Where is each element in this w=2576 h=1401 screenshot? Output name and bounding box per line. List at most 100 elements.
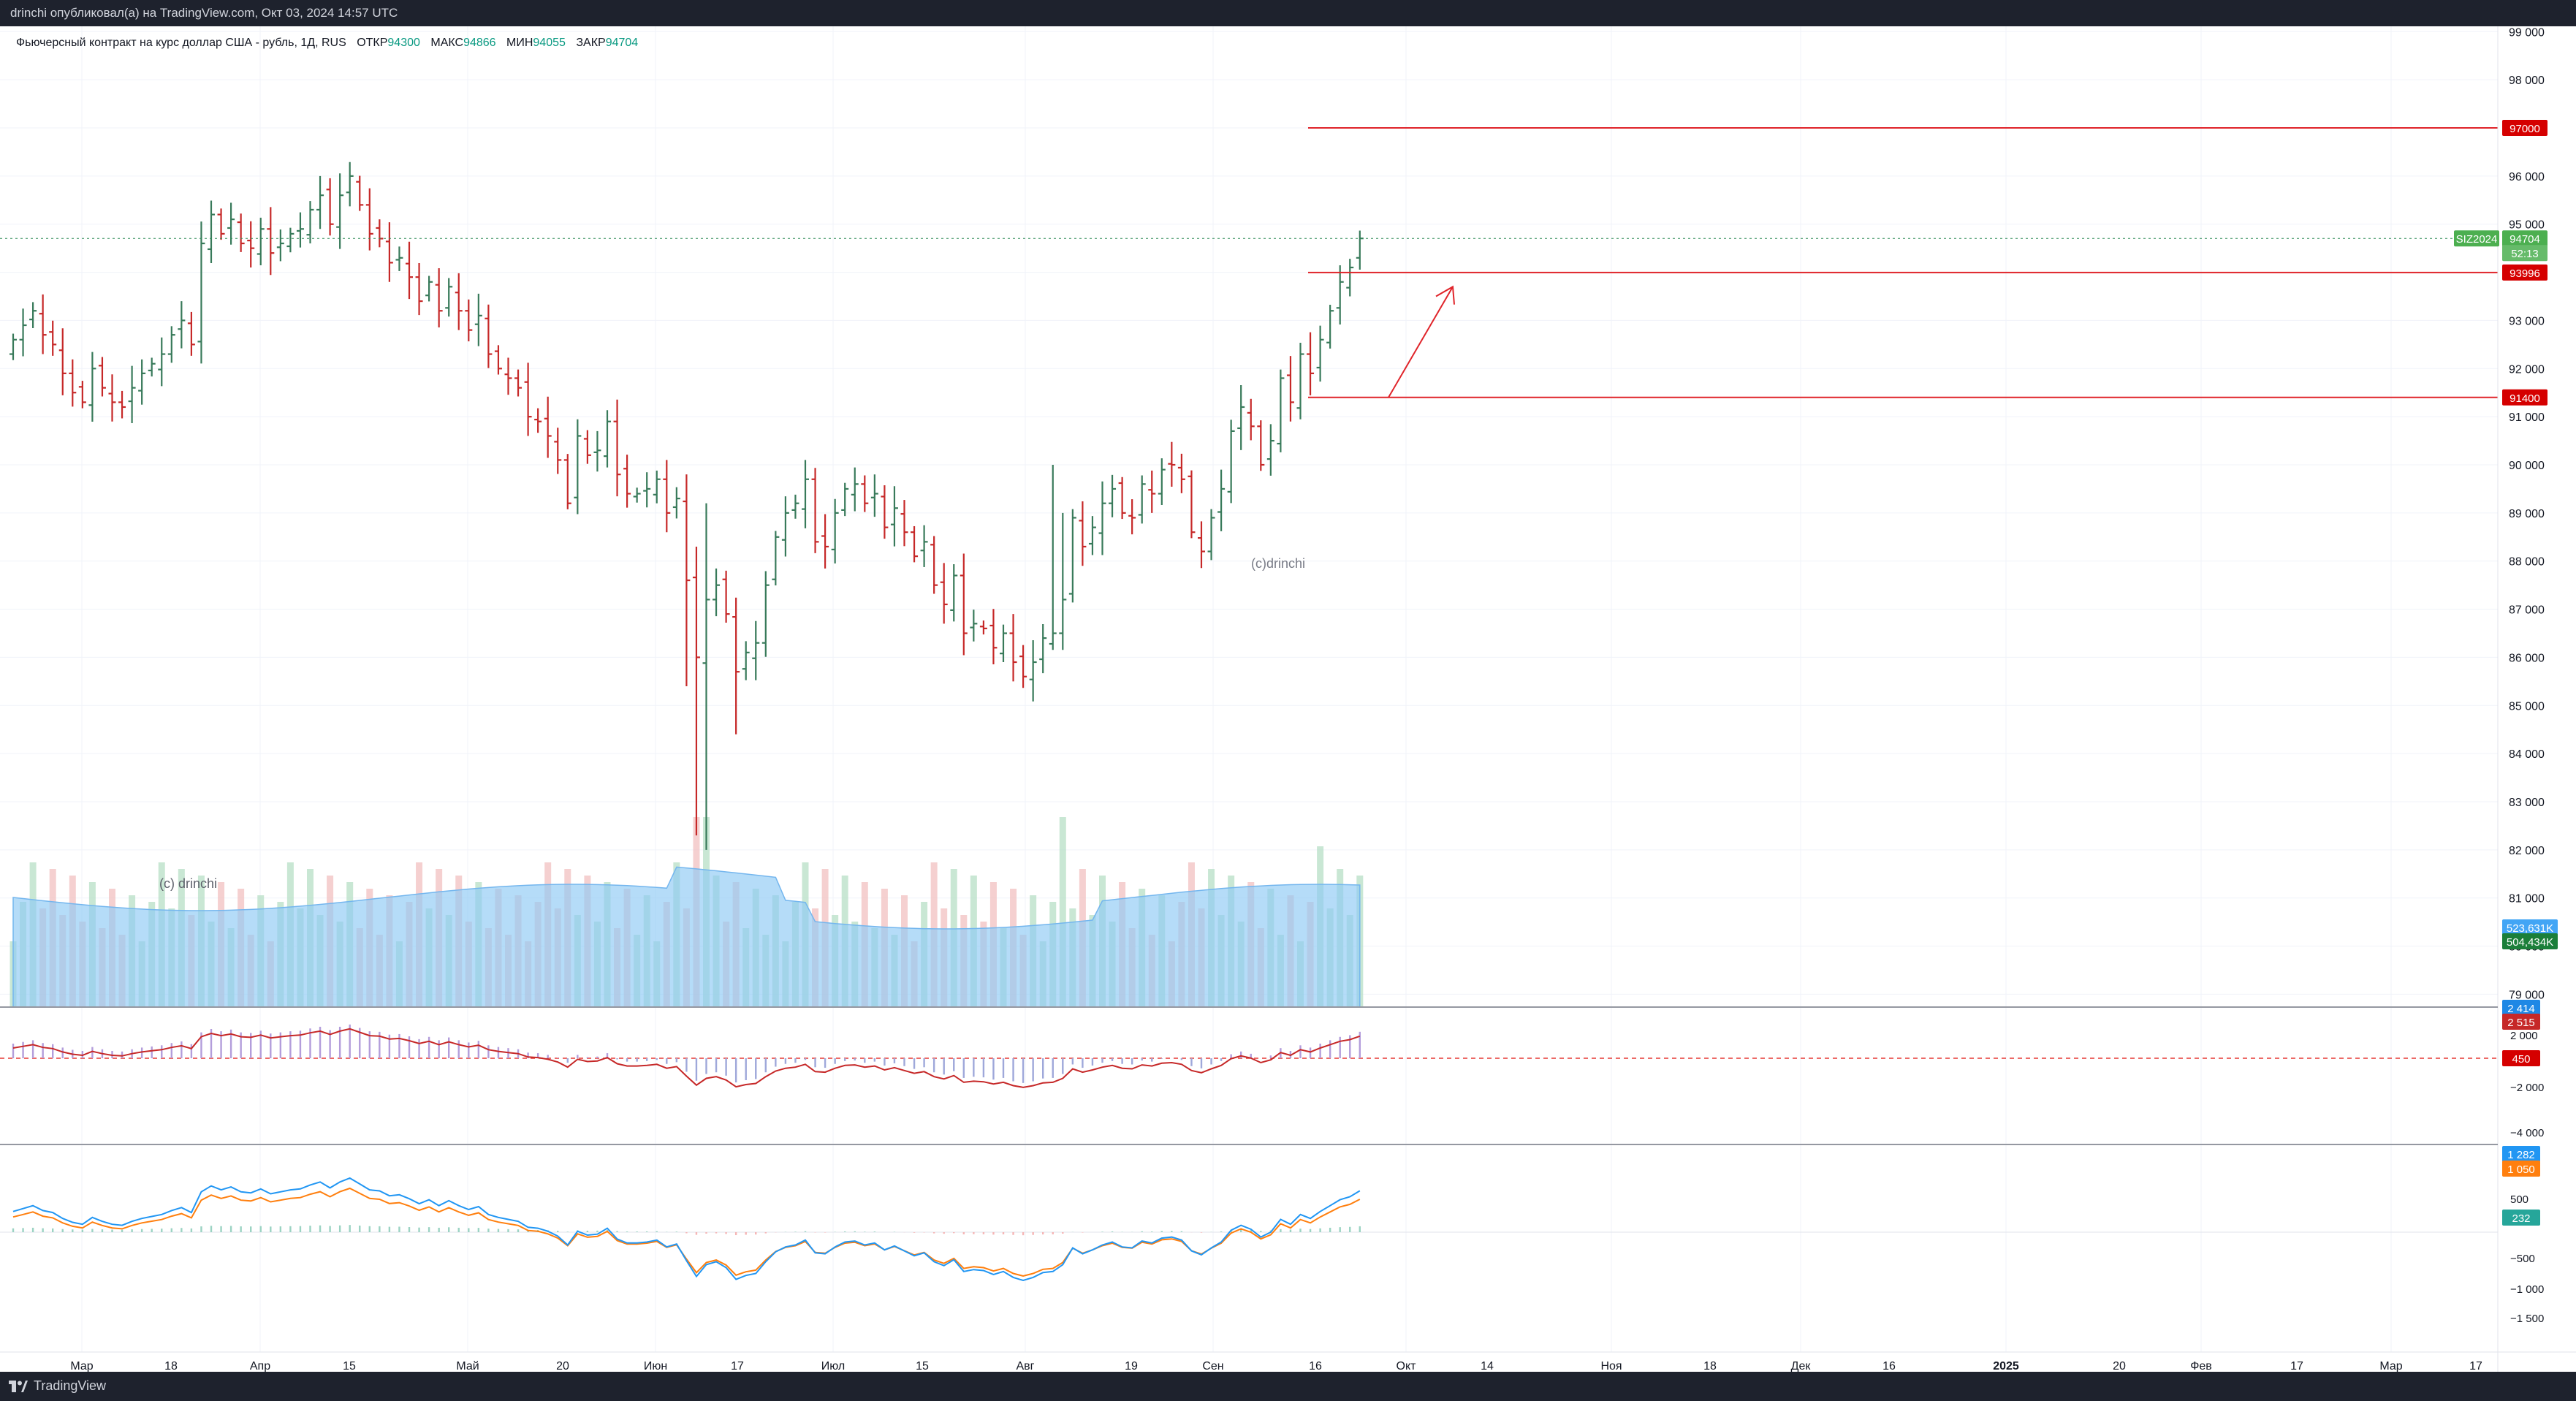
tag-level-91400-text: 91400 <box>2509 392 2540 405</box>
ohlc-bar <box>148 357 156 377</box>
ohlc-bar <box>1138 475 1146 524</box>
ohlc-bar <box>237 213 245 252</box>
publish-info-text: drinchi опубликовал(а) на TradingView.co… <box>10 6 398 20</box>
ohlc-bar <box>247 221 255 267</box>
ohlc-bar <box>524 362 532 436</box>
time-tick-label: 20 <box>2113 1360 2126 1372</box>
time-tick-label: 20 <box>556 1360 569 1372</box>
time-tick-label: Июл <box>821 1360 845 1372</box>
publish-header: drinchi опубликовал(а) на TradingView.co… <box>0 0 2576 26</box>
ohlc-bar <box>98 357 106 397</box>
price-tick-label: 79 000 <box>2509 989 2545 1001</box>
ohlc-bar <box>663 460 671 533</box>
ohlc-bar <box>960 553 968 656</box>
ohlc-bar <box>920 525 928 567</box>
ohlc-bar <box>1039 623 1047 674</box>
ohlc-bar <box>940 563 948 624</box>
ohlc-bar <box>821 514 829 569</box>
ohlc-bar <box>761 571 770 657</box>
ohlc-bar <box>474 293 482 346</box>
ohlc-bar <box>485 304 493 368</box>
volume-ma-area <box>12 866 1361 1008</box>
ohlc-bar <box>1109 474 1117 517</box>
ohlc-bar <box>1098 481 1106 555</box>
ohlc-bar <box>326 178 334 236</box>
legend-high-label: МАКС <box>430 37 464 49</box>
time-tick-label: Сен <box>1202 1360 1223 1372</box>
indicator-tick-label: −4 000 <box>2510 1127 2544 1139</box>
price-tags: 97000 94704 52:13 SIZ2024 93996 91400 523,631K… <box>2454 120 2558 1226</box>
ohlc-bar <box>979 620 987 635</box>
ohlc-bar <box>346 162 354 207</box>
ohlc-bar <box>1049 465 1057 650</box>
price-tick-label: 99 000 <box>2509 26 2545 39</box>
ohlc-bar <box>316 175 324 229</box>
ohlc-bar <box>911 525 919 563</box>
ohlc-bar <box>1336 265 1344 325</box>
legend-high-value: 94866 <box>463 37 496 49</box>
tag-level-91400: 91400 <box>2502 389 2547 406</box>
ohlc-bar <box>1247 398 1255 441</box>
ohlc-bar <box>494 345 502 375</box>
time-tick-label: 17 <box>2290 1360 2303 1372</box>
ohlc-bar <box>583 430 591 464</box>
legend-open-value: 94300 <box>387 37 420 49</box>
tag-symbol: SIZ2024 <box>2454 230 2499 247</box>
tag-volume-ma-text: 523,631K <box>2507 922 2553 935</box>
ohlc-bar <box>623 455 631 508</box>
tag-symbol-text: SIZ2024 <box>2456 233 2498 246</box>
time-tick-label: 19 <box>1125 1360 1138 1372</box>
price-tick-label: 90 000 <box>2509 460 2545 472</box>
time-tick-label: Мар <box>70 1360 93 1372</box>
ohlc-bar <box>376 219 384 248</box>
price-tick-label: 92 000 <box>2509 363 2545 376</box>
tag-last-price: 94704 <box>2502 230 2547 247</box>
time-tick-label: 2025 <box>1993 1360 2019 1372</box>
ohlc-bar <box>365 188 373 251</box>
ohlc-bar <box>435 267 443 327</box>
ohlc-bar <box>881 485 889 539</box>
tradingview-logo[interactable]: TradingView <box>9 1378 106 1394</box>
ohlc-bar <box>672 487 680 519</box>
time-tick-label: Май <box>456 1360 479 1372</box>
price-tick-label: 87 000 <box>2509 604 2545 617</box>
ohlc-bar <box>1237 385 1245 450</box>
ohlc-bar <box>1227 419 1235 504</box>
ohlc-bar <box>406 241 413 300</box>
ohlc-bar <box>10 333 17 360</box>
indicator-tick-label: 500 <box>2510 1193 2528 1206</box>
price-tick-label: 85 000 <box>2509 700 2545 713</box>
level-lines <box>0 127 2498 398</box>
price-tick-label: 96 000 <box>2509 171 2545 183</box>
macd-panel-1 <box>0 1024 2498 1088</box>
ohlc-bar <box>1296 343 1304 419</box>
ohlc-bar <box>1009 614 1017 682</box>
ohlc-bar <box>1356 230 1364 270</box>
ohlc-bar <box>118 390 126 419</box>
indicator-tick-label: −500 <box>2510 1253 2535 1265</box>
ohlc-bar <box>296 212 304 248</box>
price-tick-label: 86 000 <box>2509 652 2545 664</box>
ohlc-bar <box>1188 470 1196 539</box>
ohlc-bar <box>197 221 205 364</box>
ohlc-bar <box>811 468 819 553</box>
tag-volume: 504,434K <box>2502 933 2558 949</box>
price-tick-label: 82 000 <box>2509 845 2545 857</box>
ohlc-bar <box>415 263 423 316</box>
ohlc-bar <box>1128 499 1136 535</box>
time-tick-label: 15 <box>916 1360 929 1372</box>
indicator-tick-label: −1 500 <box>2510 1313 2544 1325</box>
ohlc-bar <box>276 229 284 262</box>
ohlc-bar <box>633 487 641 503</box>
ohlc-bar <box>604 410 611 468</box>
tag-macd2-b: 1 050 <box>2502 1161 2540 1177</box>
ohlc-bar <box>742 641 750 680</box>
ohlc-bar <box>1177 453 1185 493</box>
ohlc-bar <box>187 311 195 356</box>
ohlc-bar <box>870 474 878 517</box>
ohlc-bar <box>890 486 898 547</box>
ohlc-bar <box>563 454 571 509</box>
price-tick-label: 83 000 <box>2509 797 2545 809</box>
